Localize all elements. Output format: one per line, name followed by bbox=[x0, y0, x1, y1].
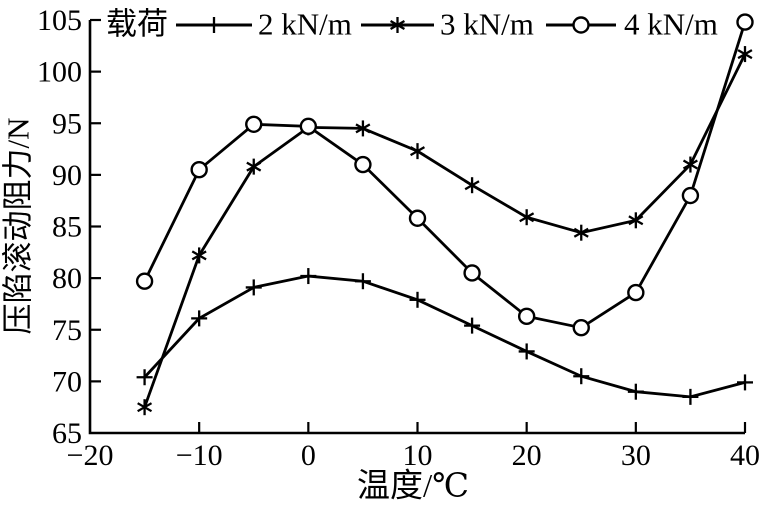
x-tick-label: 40 bbox=[730, 439, 759, 472]
x-tick-label: 20 bbox=[512, 439, 542, 472]
legend-swatches bbox=[176, 16, 616, 34]
x-tick-label: −20 bbox=[67, 439, 114, 472]
series-line-2kNm bbox=[143, 274, 746, 399]
legend-item-label-4knm: 4 kN/m bbox=[624, 6, 718, 42]
y-tick-label: 70 bbox=[52, 365, 82, 398]
x-tick-label: −10 bbox=[176, 439, 223, 472]
legend-swatch-3kNm bbox=[361, 17, 434, 33]
series-markers-3kNm bbox=[137, 46, 753, 416]
legend-swatch-4kNm bbox=[546, 16, 616, 34]
y-tick-label: 95 bbox=[52, 107, 82, 140]
series-markers-2kNm bbox=[136, 268, 753, 405]
series-markers-4kNm bbox=[135, 13, 754, 337]
y-axis-label: 压陷滚动阻力/N bbox=[0, 117, 36, 335]
x-tick-label: 0 bbox=[301, 439, 316, 472]
x-tick-label: 10 bbox=[403, 439, 433, 472]
y-tick-label: 75 bbox=[52, 314, 82, 347]
legend-item-label-3knm: 3 kN/m bbox=[440, 6, 534, 42]
x-axis-label: 温度/℃ bbox=[356, 468, 470, 505]
y-tick-label: 85 bbox=[52, 211, 82, 244]
y-tick-label: 65 bbox=[52, 417, 82, 450]
legend-swatch-2kNm bbox=[176, 17, 252, 33]
x-tick-label: 30 bbox=[621, 439, 651, 472]
y-tick-label: 100 bbox=[37, 56, 82, 89]
y-tick-label: 90 bbox=[52, 159, 82, 192]
x-axis-ticks: −20 −10 0 10 20 30 40 bbox=[67, 422, 759, 472]
y-tick-label: 105 bbox=[37, 4, 82, 37]
legend-title: 载荷 bbox=[106, 6, 168, 42]
y-axis-ticks: 65 70 75 80 85 90 95 100 105 bbox=[37, 4, 101, 450]
y-tick-label: 80 bbox=[52, 262, 82, 295]
series-line-3kNm bbox=[143, 53, 747, 408]
legend-item-label-2knm: 2 kN/m bbox=[258, 6, 352, 42]
series-line-4kNm bbox=[143, 21, 747, 330]
